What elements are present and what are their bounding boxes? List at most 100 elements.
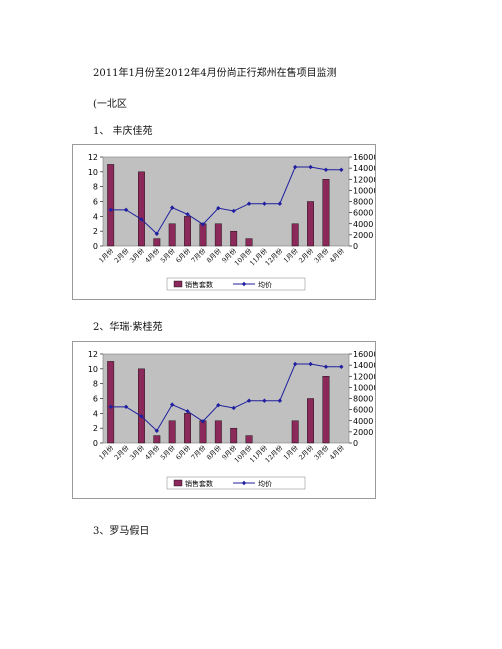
price-point [169, 402, 175, 407]
price-point [308, 164, 313, 170]
left-axis-label: 0 [93, 242, 98, 251]
bar [199, 420, 207, 444]
right-axis-label: 0 [353, 439, 358, 448]
x-axis-label: 4月份 [327, 246, 346, 265]
price-point [262, 201, 267, 206]
x-axis-label: 8月份 [204, 443, 223, 462]
right-axis-label: 6000 [353, 209, 373, 218]
price-point [308, 361, 313, 367]
price-point [185, 212, 190, 217]
right-axis-label: 12000 [353, 175, 375, 184]
price-point [292, 361, 298, 367]
bar [107, 361, 115, 444]
price-point [339, 167, 344, 172]
bar [214, 223, 222, 247]
price-point [231, 405, 236, 411]
bar [184, 216, 191, 247]
price-point [139, 414, 144, 419]
price-point [185, 409, 190, 414]
right-axis-label: 12000 [353, 372, 375, 381]
x-axis-label: 7月份 [189, 246, 208, 265]
price-point [323, 167, 329, 172]
right-axis-label: 10000 [353, 186, 375, 195]
left-axis-label: 6 [93, 198, 98, 207]
price-point [323, 364, 329, 369]
right-axis-label: 10000 [353, 383, 375, 392]
price-point [216, 402, 221, 408]
bar [184, 413, 191, 444]
price-point [292, 164, 298, 170]
legend-line-marker [241, 281, 247, 287]
chart-svg: 0 2 4 6 8 10 12 0 2000 4000 6000 8000 10000 12000 1400… [88, 350, 375, 490]
bar [153, 435, 161, 444]
right-axis-label: 4000 [353, 220, 373, 229]
bar [291, 420, 299, 444]
left-axis-label: 2 [93, 424, 98, 433]
bar [291, 223, 299, 247]
legend-bar-swatch [173, 479, 183, 487]
price-point [108, 404, 113, 410]
x-axis-label: 2月份 [112, 443, 131, 462]
region-heading: (一北区 [93, 99, 127, 110]
right-axis-label: 8000 [353, 395, 373, 404]
legend-bar-label: 销售套数 [185, 280, 213, 289]
left-axis-label: 4 [93, 409, 98, 418]
left-axis-label: 6 [93, 395, 98, 404]
right-axis-label: 2000 [353, 231, 373, 240]
price-point [154, 231, 160, 236]
bar [168, 223, 176, 247]
x-axis-label: 3月份 [127, 246, 146, 265]
x-axis-label: 8月份 [204, 246, 223, 265]
right-axis-label: 0 [353, 242, 358, 251]
bar [153, 238, 161, 247]
legend-line-label: 均价 [258, 280, 272, 289]
right-axis-label: 6000 [353, 406, 373, 415]
section-heading-1: 1、 丰庆佳苑 [93, 126, 153, 137]
x-axis-label: 1月份 [281, 443, 300, 462]
left-axis-label: 12 [88, 153, 98, 162]
legend-line-marker [241, 480, 247, 486]
price-point [262, 398, 267, 403]
price-point [277, 398, 283, 403]
right-axis-label: 16000 [353, 153, 375, 162]
price-point [216, 205, 221, 211]
bar [245, 238, 253, 247]
bar [307, 201, 314, 247]
bar [230, 427, 238, 444]
chart-svg: 0 2 4 6 8 10 12 0 2000 4000 6000 8000 10000 12000 1400… [88, 153, 375, 291]
price-line [110, 166, 342, 235]
bar [138, 171, 145, 247]
section-heading-3: 3、罗马假日 [93, 526, 150, 537]
bar [245, 435, 253, 444]
x-axis-label: 6月份 [173, 443, 192, 462]
bar [107, 164, 115, 247]
price-point [154, 428, 160, 433]
left-axis-label: 4 [93, 212, 98, 221]
x-axis-label: 1月份 [97, 443, 116, 462]
x-axis-label: 4月份 [143, 443, 162, 462]
x-axis-label: 4月份 [143, 246, 162, 265]
x-axis-label: 2月份 [112, 246, 131, 265]
x-axis-label: 7月份 [189, 443, 208, 462]
left-axis-label: 8 [93, 183, 98, 192]
x-axis-label: 3月份 [312, 443, 331, 462]
bar [230, 230, 238, 247]
x-axis-label: 6月份 [173, 246, 192, 265]
bar [168, 420, 176, 444]
document-title: 2011年1月份至2012年4月份尚正行郑州在售项目监测 [93, 68, 337, 79]
x-axis-label: 3月份 [312, 246, 331, 265]
bar [322, 179, 330, 247]
legend-bar-swatch [173, 280, 183, 288]
price-point [200, 419, 206, 424]
right-axis-label: 2000 [353, 428, 373, 437]
chart-2: 0 2 4 6 8 10 12 0 2000 4000 6000 8000 10000 12000 1400… [72, 341, 376, 499]
x-axis-label: 12月份 [263, 443, 285, 465]
price-point [200, 222, 206, 227]
price-point [169, 205, 175, 210]
bar [322, 376, 330, 444]
x-axis-label: 2月份 [296, 443, 315, 462]
price-point [246, 398, 252, 403]
section-heading-2: 2、华瑞·紫桂苑 [93, 322, 163, 333]
right-axis-label: 8000 [353, 198, 373, 207]
x-axis-label: 12月份 [263, 246, 285, 268]
